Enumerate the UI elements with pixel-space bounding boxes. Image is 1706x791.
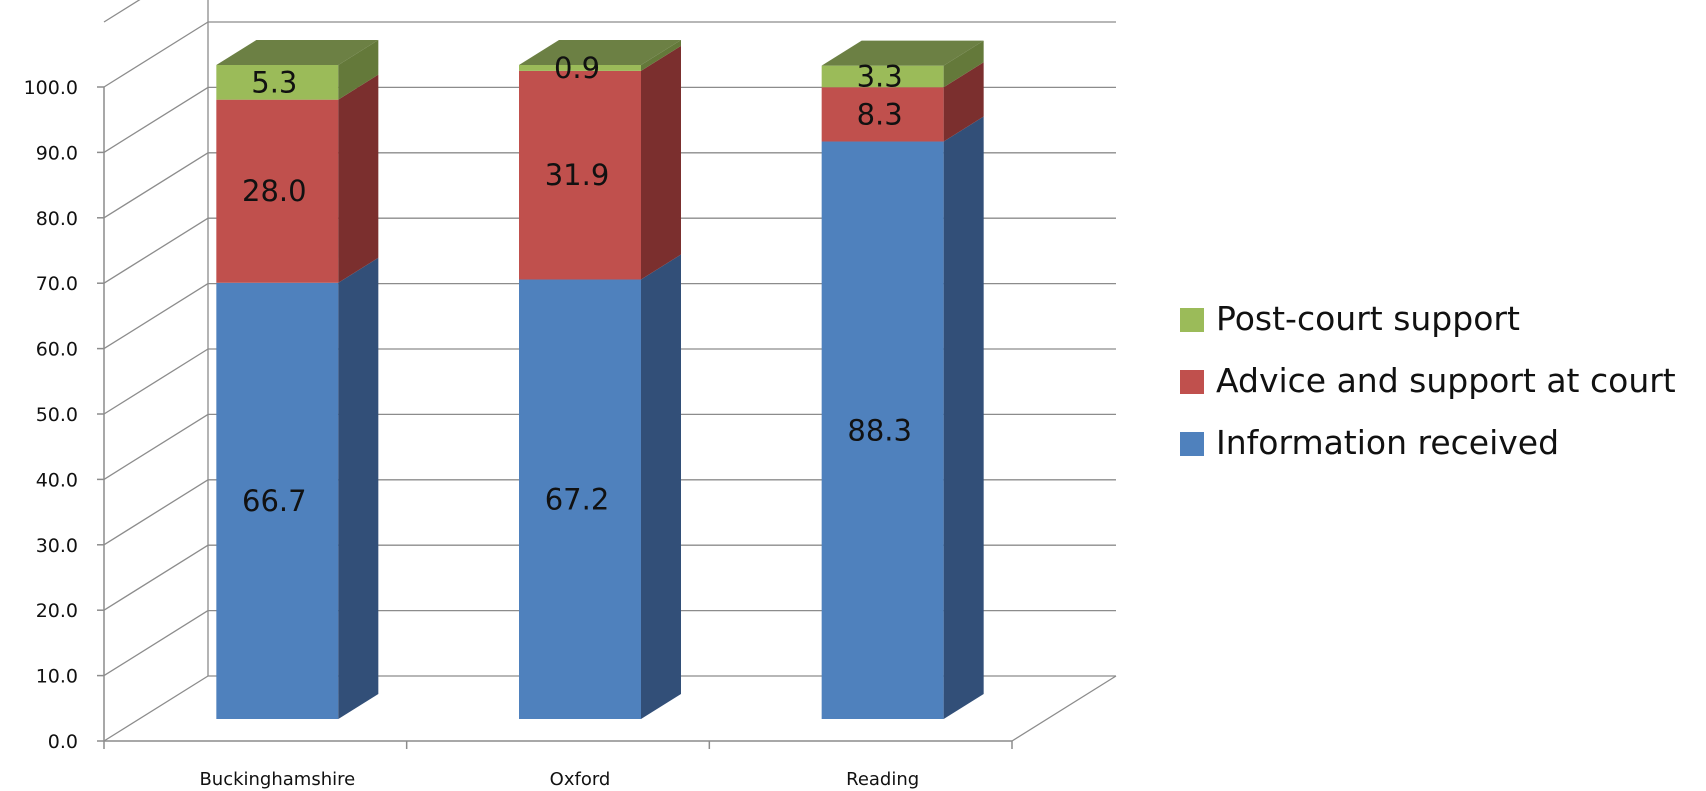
gridline-side	[103, 544, 209, 611]
bar-segment-side	[641, 40, 681, 71]
bar-segment-side	[338, 74, 379, 283]
gridline-side	[103, 479, 209, 546]
data-label: 88.3	[847, 413, 912, 447]
y-tick-label: 50.0	[36, 404, 78, 426]
y-tick-label: 10.0	[36, 666, 78, 688]
gridline-side	[103, 217, 209, 284]
gridline-side	[103, 152, 209, 219]
floor-edge	[1011, 675, 1117, 742]
bar-segment	[519, 70, 641, 280]
y-tick-label: 30.0	[36, 535, 78, 557]
data-label: 31.9	[545, 158, 610, 192]
x-category-label: Buckinghamshire	[199, 769, 355, 790]
gridline-side	[103, 86, 209, 153]
data-label: 28.0	[242, 174, 307, 208]
y-tick-label: 0.0	[48, 731, 78, 753]
y-tick-label: 60.0	[36, 339, 78, 361]
bar-segment	[216, 282, 339, 719]
y-tick-label: 20.0	[36, 600, 78, 622]
x-category-label: Oxford	[550, 769, 611, 790]
bar-segment-side	[641, 45, 681, 280]
y-tick-label: 80.0	[36, 208, 78, 230]
gridline-side	[103, 348, 209, 415]
bar-segment	[216, 65, 339, 100]
legend-label: Advice and support at court	[1216, 361, 1676, 400]
bar-segment-side	[641, 254, 681, 719]
legend-swatch	[1180, 370, 1204, 394]
data-label: 67.2	[545, 482, 610, 516]
bar-top	[519, 40, 681, 65]
bar-top	[216, 40, 379, 65]
bar-segment	[821, 141, 944, 719]
bar-segment	[519, 65, 641, 71]
x-category-label: Reading	[846, 769, 919, 790]
bar-segment	[216, 99, 339, 283]
bar-segment-side	[943, 40, 984, 88]
legend-swatch	[1180, 308, 1204, 332]
y-tick-label: 90.0	[36, 142, 78, 164]
data-label: 8.3	[857, 97, 903, 131]
legend-swatch	[1180, 432, 1204, 456]
bar-segment	[519, 279, 641, 719]
data-label: 66.7	[242, 484, 307, 518]
legend-label: Information received	[1216, 423, 1559, 462]
gridline-side	[103, 0, 141, 23]
data-label: 3.3	[857, 59, 903, 93]
bar-segment-side	[338, 257, 379, 719]
bar-segment	[821, 65, 944, 88]
y-tick-label: 40.0	[36, 469, 78, 491]
bar-segment-side	[338, 40, 379, 100]
gridline-side	[103, 283, 209, 350]
bar-segment-side	[943, 62, 984, 142]
bar-top	[821, 40, 984, 66]
bar-segment-side	[943, 116, 984, 719]
y-tick-label: 100.0	[24, 77, 78, 99]
gridline-side	[103, 21, 209, 88]
bar-segment	[821, 87, 944, 142]
gridline-side	[103, 413, 209, 480]
gridline-side	[103, 610, 209, 677]
legend-label: Post-court support	[1216, 299, 1520, 338]
data-label: 0.9	[554, 51, 600, 85]
y-tick-label: 70.0	[36, 273, 78, 295]
gridline-side	[103, 675, 209, 742]
data-label: 5.3	[251, 65, 297, 99]
